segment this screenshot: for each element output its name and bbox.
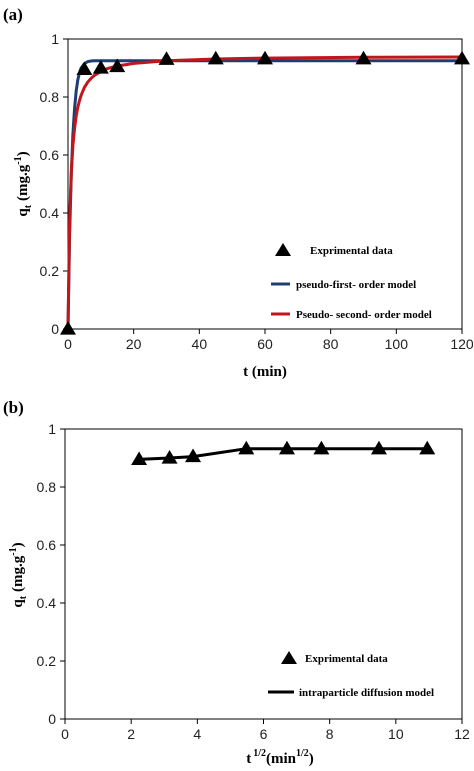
panel-a: (a) 0 0.2 0.4 0.6 0.8 1 0 20 40 60 80 100 120 t (mi…: [3, 5, 474, 380]
x-tick-label: 10: [388, 726, 404, 742]
x-tick-label: 0: [61, 726, 69, 742]
y-tick-label: 1: [51, 31, 59, 47]
panel-b-legend-label-data: Exprimental data: [305, 653, 388, 665]
panel-b-x-axis-title: t 1/2(min1/2): [246, 748, 314, 767]
data-point: [370, 440, 387, 455]
panel-a-x-axis-title: t (min): [243, 364, 287, 380]
y-tick-label: 0.6: [40, 147, 60, 163]
data-point: [454, 50, 470, 65]
y-tick-label: 0.6: [37, 537, 57, 553]
data-point: [355, 50, 372, 65]
y-tick-label: 0.4: [37, 595, 57, 611]
data-point: [419, 440, 436, 455]
panel-a-legend-marker: [275, 243, 291, 256]
data-point: [238, 440, 255, 455]
data-point: [60, 321, 76, 335]
x-tick-label: 6: [260, 726, 268, 742]
panel-a-legend: Exprimental data pseudo-first- order mod…: [271, 243, 432, 321]
panel-b-x-axis: 0 2 4 6 8 10 12: [61, 719, 470, 742]
panel-b-legend-label-intraparticle: intraparticle diffusion model: [299, 687, 434, 699]
panel-b-data-markers: [131, 440, 436, 466]
panel-a-legend-label-second-order: Pseudo- second- order model: [296, 309, 432, 321]
panel-a-model-lines: [66, 55, 463, 330]
y-tick-label: 0.2: [40, 263, 60, 279]
x-tick-label: 8: [326, 726, 334, 742]
panel-b-label: (b): [3, 398, 24, 417]
x-tick-label: 60: [257, 336, 273, 352]
panel-a-legend-label-first-order: pseudo-first- order model: [296, 279, 416, 291]
panel-b: (b) 0 0.2 0.4 0.6 0.8 1 0 2 4 6 8 10 12 t 1/2(min1/2…: [3, 398, 470, 767]
panel-b-legend: Exprimental data intraparticle diffusion…: [268, 651, 434, 699]
panel-a-data-markers: [60, 50, 470, 335]
x-tick-label: 20: [126, 336, 142, 352]
data-point: [257, 50, 273, 65]
series-line-2: [66, 55, 463, 330]
y-tick-label: 0.8: [40, 89, 60, 105]
data-point: [158, 51, 175, 65]
y-tick-label: 0: [51, 321, 59, 337]
data-point: [109, 58, 126, 73]
panel-a-legend-label-data: Exprimental data: [310, 245, 393, 257]
panel-a-y-axis-title: qt(mg.g-1): [13, 151, 34, 216]
y-tick-label: 0.2: [37, 653, 57, 669]
y-tick-label: 1: [48, 421, 56, 437]
data-point: [207, 50, 224, 65]
data-point: [161, 450, 178, 464]
x-tick-label: 0: [64, 336, 72, 352]
panel-a-label: (a): [3, 5, 23, 24]
x-tick-label: 120: [450, 336, 474, 352]
data-point: [278, 440, 295, 455]
panel-b-legend-marker: [281, 651, 297, 664]
x-tick-label: 12: [454, 726, 470, 742]
y-tick-label: 0.8: [37, 479, 57, 495]
x-tick-label: 4: [193, 726, 201, 742]
data-point: [313, 440, 330, 455]
panel-a-y-axis: 0 0.2 0.4 0.6 0.8 1: [40, 31, 68, 337]
x-tick-label: 100: [385, 336, 409, 352]
data-point: [76, 61, 93, 76]
y-tick-label: 0: [48, 711, 56, 727]
panel-b-y-axis-title: qt(mg.g-1): [8, 542, 29, 607]
data-point: [92, 60, 109, 74]
x-tick-label: 40: [192, 336, 208, 352]
x-tick-label: 80: [323, 336, 339, 352]
panel-b-y-axis: 0 0.2 0.4 0.6 0.8 1: [37, 421, 65, 727]
data-point: [131, 451, 148, 466]
data-point: [185, 448, 202, 463]
y-tick-label: 0.4: [40, 205, 60, 221]
panel-a-x-axis: 0 20 40 60 80 100 120: [64, 329, 474, 352]
panel-b-plot-area: [64, 428, 463, 720]
x-tick-label: 2: [127, 726, 135, 742]
